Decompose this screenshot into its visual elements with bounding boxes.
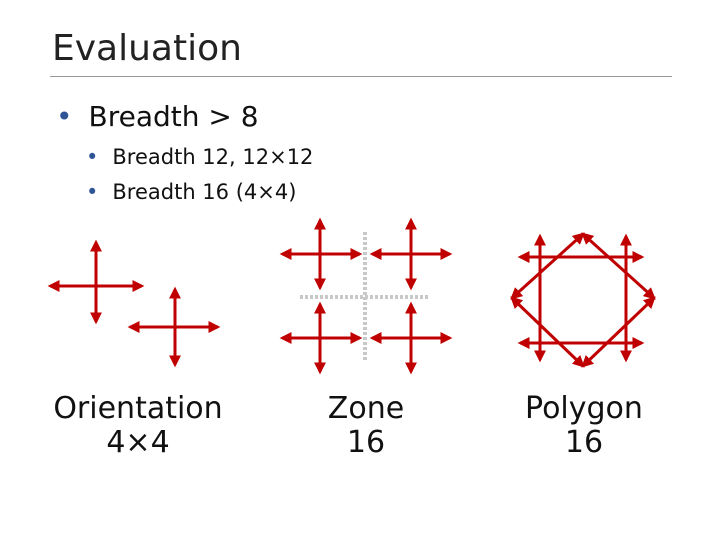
- title-divider: [50, 76, 672, 77]
- orientation-figure: [47, 239, 221, 368]
- zone-cross-top-right: [369, 217, 453, 291]
- sub-bullet-breadth-16: • Breadth 16 (4×4): [86, 180, 296, 204]
- orientation-cross-2: [127, 286, 221, 368]
- bullet-dot: •: [86, 145, 99, 169]
- polygon-label-line2: 16: [564, 425, 604, 460]
- zone-label: Zone 16: [296, 392, 436, 460]
- polygon-figure: [510, 232, 656, 368]
- orientation-label: Orientation 4×4: [40, 392, 236, 460]
- zone-label-line1: Zone: [327, 391, 405, 426]
- sub-bullet-text: Breadth 16 (4×4): [112, 180, 297, 204]
- zone-cross-bottom-right: [369, 301, 453, 375]
- zone-dividers: [300, 232, 430, 362]
- bullet-dot: •: [86, 180, 99, 204]
- zone-figure: [279, 217, 453, 375]
- zone-label-line2: 16: [346, 425, 386, 460]
- polygon-axis-lines: [517, 233, 645, 363]
- polygon-diagonal-lines: [510, 232, 656, 368]
- polygon-label: Polygon 16: [500, 392, 668, 460]
- orientation-label-line1: Orientation: [53, 391, 223, 426]
- polygon-label-line1: Polygon: [525, 391, 643, 426]
- slide-title: Evaluation: [52, 28, 242, 69]
- zone-cross-top-left: [279, 217, 363, 291]
- bullet-text: Breadth > 8: [88, 100, 259, 133]
- sub-bullet-breadth-12: • Breadth 12, 12×12: [86, 145, 313, 169]
- sub-bullet-text: Breadth 12, 12×12: [112, 145, 314, 169]
- orientation-cross-1: [47, 239, 145, 325]
- bullet-breadth: • Breadth > 8: [56, 100, 259, 133]
- zone-cross-bottom-left: [279, 301, 363, 375]
- orientation-label-line2: 4×4: [106, 425, 170, 460]
- bullet-dot: •: [56, 100, 73, 133]
